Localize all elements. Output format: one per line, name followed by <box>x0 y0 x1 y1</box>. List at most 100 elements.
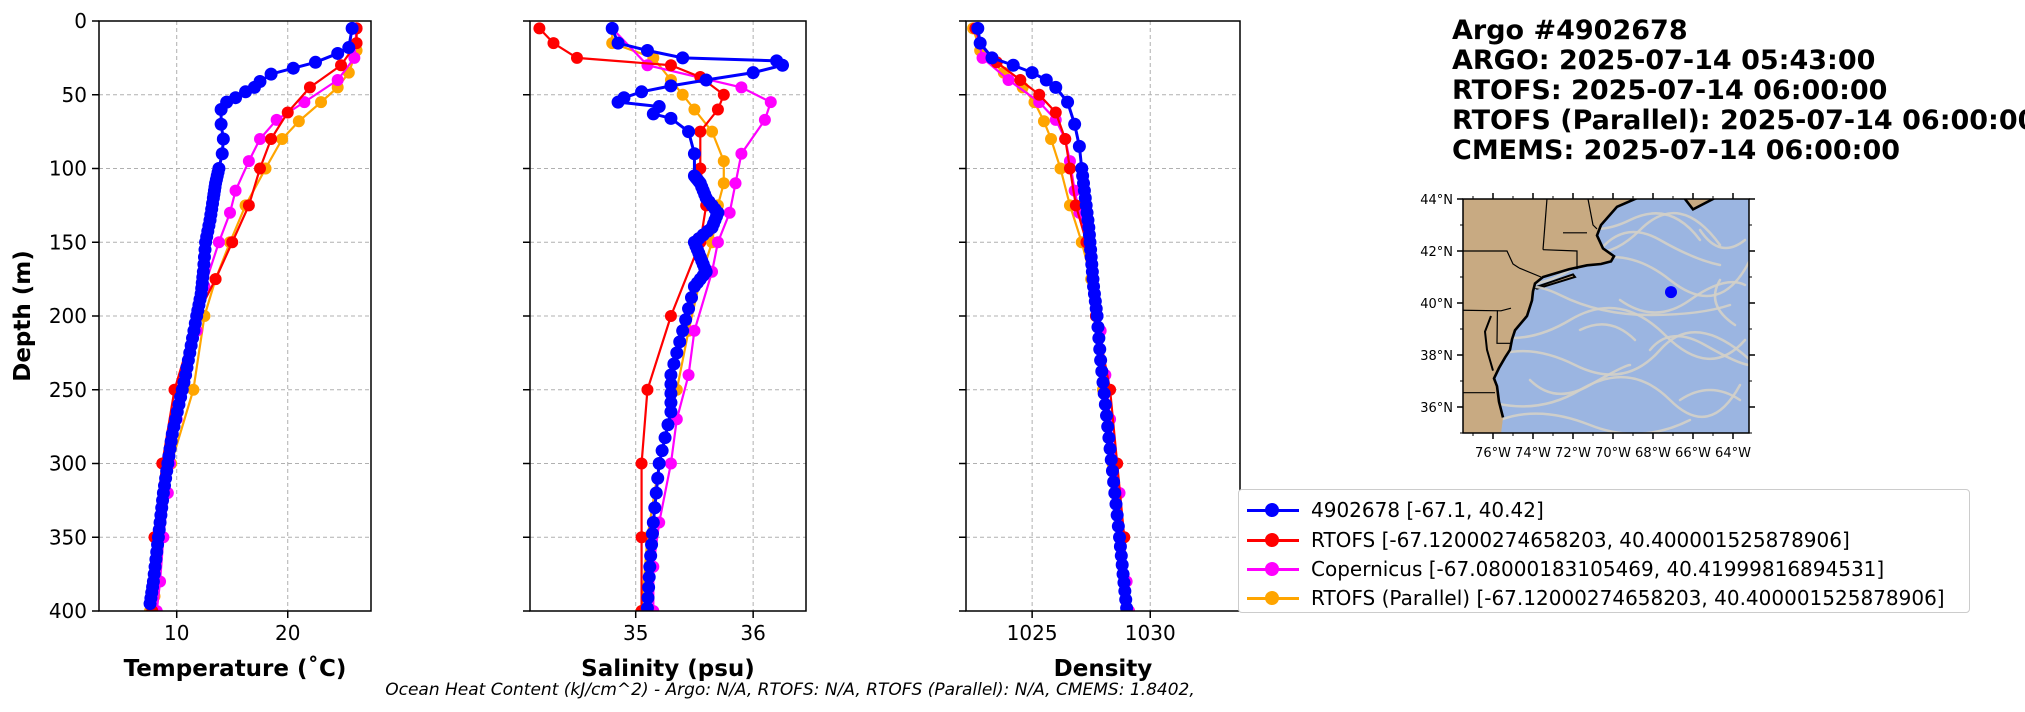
data-point-argo <box>655 444 669 458</box>
data-point-argo <box>1025 66 1039 80</box>
data-point-rtofs <box>1063 162 1076 175</box>
data-point-argo <box>1093 342 1107 356</box>
data-point-rtofs <box>641 383 654 396</box>
long-island <box>1532 273 1577 290</box>
data-point-argo <box>1094 353 1108 367</box>
legend-label: 4902678 [-67.1, 40.42] <box>1311 498 1544 522</box>
data-point-argo <box>204 208 218 222</box>
info-block: Argo #4902678 ARGO: 2025-07-14 05:43:00 … <box>1452 16 2025 166</box>
map-lon-label: 64°W <box>1715 446 1751 461</box>
data-point-rtofs <box>664 59 677 72</box>
data-point-argo <box>264 67 278 81</box>
data-point-argo <box>1115 558 1129 572</box>
data-point-argo <box>1101 420 1115 434</box>
data-point-argo <box>646 516 660 529</box>
x-tick-label: 20 <box>275 621 300 645</box>
map-frame <box>1462 198 1750 434</box>
data-point-argo <box>1110 508 1124 522</box>
data-point-copernicus <box>729 177 742 190</box>
data-point-argo <box>676 324 690 338</box>
data-point-rtofs <box>226 236 239 249</box>
data-point-rtofs <box>335 59 348 72</box>
series-line-copernicus <box>155 28 358 611</box>
series-line-rtofs <box>151 28 358 611</box>
data-point-argo <box>331 46 345 60</box>
data-point-copernicus <box>735 81 748 94</box>
data-point-argo <box>699 73 713 87</box>
data-point-rtofs <box>1059 133 1072 145</box>
data-point-argo <box>1089 302 1103 316</box>
data-point-argo <box>658 431 672 445</box>
data-point-argo <box>1104 453 1118 467</box>
data-point-copernicus <box>1002 74 1015 86</box>
data-point-copernicus <box>723 206 736 219</box>
data-point-copernicus <box>758 113 771 126</box>
rtofs-parallel-time: RTOFS (Parallel): 2025-07-14 06:00:00 <box>1452 105 2025 136</box>
data-point-argo <box>162 449 176 463</box>
data-point-copernicus <box>229 184 242 197</box>
data-point-argo <box>1061 95 1075 109</box>
data-point-argo <box>673 335 687 349</box>
state-border <box>1463 250 1520 269</box>
ocean-heat-content-footer: Ocean Heat Content (kJ/cm^2) - Argo: N/A… <box>385 680 1195 700</box>
data-point-copernicus <box>682 369 695 381</box>
y-tick-label: 150 <box>49 230 87 254</box>
data-point-copernicus <box>735 147 748 160</box>
data-point-argo <box>342 41 356 55</box>
streamline <box>1598 230 1722 267</box>
streamline <box>1498 412 1692 433</box>
data-point-argo <box>664 396 678 410</box>
data-point-argo <box>1100 409 1114 423</box>
data-point-argo <box>643 560 657 574</box>
data-point-argo <box>1091 320 1105 334</box>
data-point-argo <box>239 85 253 99</box>
data-point-argo <box>652 457 666 470</box>
data-point-argo <box>682 302 696 316</box>
data-point-rtofs_parallel <box>706 125 719 138</box>
streamline <box>1698 228 1747 250</box>
map-lat-label: 44°N <box>1420 193 1453 208</box>
argo-time: ARGO: 2025-07-14 05:43:00 <box>1452 45 1876 76</box>
data-point-rtofs <box>1014 74 1027 86</box>
data-point-argo <box>611 36 625 50</box>
streamline <box>1713 278 1737 327</box>
data-point-argo <box>605 21 619 35</box>
data-point-argo <box>664 368 678 382</box>
data-point-copernicus <box>242 155 255 168</box>
x-tick-label: 36 <box>740 621 765 645</box>
data-point-rtofs <box>547 37 560 50</box>
rtofs-time: RTOFS: 2025-07-14 06:00:00 <box>1452 75 1888 106</box>
data-point-argo <box>667 357 681 371</box>
data-point-argo <box>651 471 665 485</box>
data-point-rtofs <box>253 162 266 175</box>
data-point-rtofs_parallel <box>1045 133 1058 145</box>
data-point-argo <box>644 549 658 563</box>
data-point-rtofs_parallel <box>187 383 200 396</box>
data-point-argo <box>640 601 654 611</box>
data-point-rtofs_parallel <box>276 133 289 145</box>
data-point-copernicus <box>298 96 311 109</box>
data-point-argo <box>676 51 690 65</box>
streamline <box>1468 375 1742 418</box>
map-lon-label: 76°W <box>1475 446 1511 461</box>
data-point-argo <box>746 66 760 80</box>
data-point-argo <box>308 55 322 69</box>
map-lat-label: 38°N <box>1420 349 1453 364</box>
map-lon-label: 66°W <box>1675 446 1711 461</box>
series-line-rtofs <box>538 27 726 611</box>
data-point-argo <box>645 527 659 541</box>
data-point-rtofs <box>265 133 278 145</box>
data-point-argo <box>687 147 701 161</box>
data-point-argo <box>1119 593 1133 607</box>
data-point-argo <box>973 36 987 50</box>
data-point-rtofs <box>664 310 677 322</box>
streamline <box>1473 306 1747 361</box>
y-tick-label: 250 <box>49 378 87 402</box>
data-point-argo <box>670 346 684 360</box>
cmems-time: CMEMS: 2025-07-14 06:00:00 <box>1452 135 1901 166</box>
x-axis-label: Salinity (psu) <box>581 656 755 682</box>
data-point-argo <box>664 386 678 400</box>
data-point-copernicus <box>224 206 237 219</box>
land-overlay <box>1463 199 1749 433</box>
argo-float-title: Argo #4902678 <box>1452 15 1688 46</box>
